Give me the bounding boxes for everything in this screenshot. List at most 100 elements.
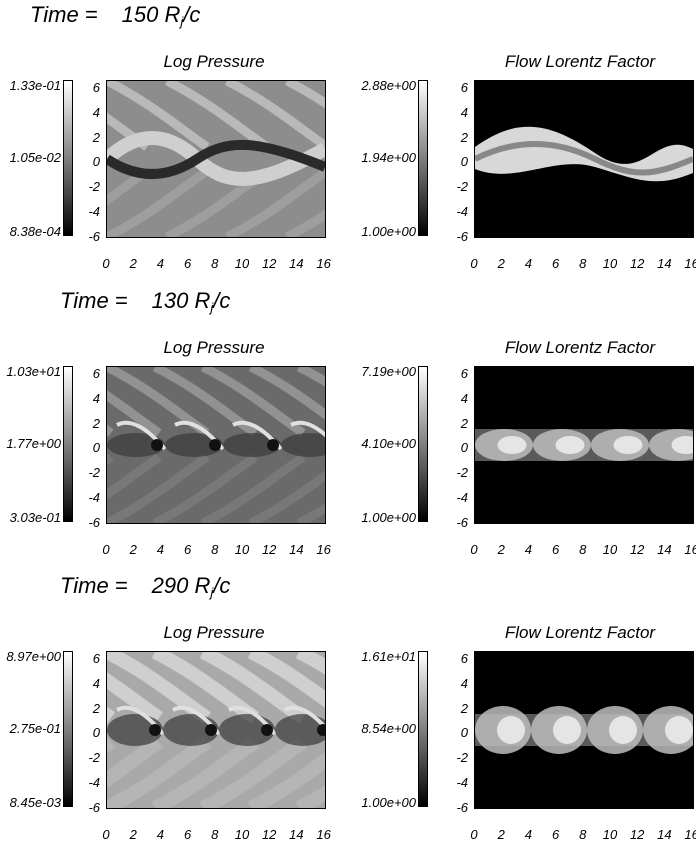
y-tick-label: 0 <box>460 440 468 456</box>
x-tick-label: 6 <box>183 542 192 557</box>
colorbar-mid-label: 4.10e+00 <box>361 436 416 451</box>
x-tick-label: 2 <box>497 542 505 557</box>
colorbar <box>418 651 428 807</box>
panel-title: Flow Lorentz Factor <box>504 623 656 642</box>
y-tick-label: 2 <box>92 415 100 431</box>
time-prefix: Time = <box>60 288 128 313</box>
y-tick-label: 4 <box>460 390 468 406</box>
y-tick-label: -2 <box>88 750 100 766</box>
y-tick-label: 4 <box>92 104 100 120</box>
y-tick-label: -6 <box>88 514 100 530</box>
x-tick-label: 4 <box>156 827 164 842</box>
x-tick-label: 16 <box>316 542 331 557</box>
y-tick-label: -6 <box>88 228 100 244</box>
x-tick-label: 2 <box>129 256 137 271</box>
x-tick-label: 0 <box>470 827 478 842</box>
log-pressure-panel: Log Pressure 1.03e+01 1.77e+00 3.03e-01 … <box>0 338 340 578</box>
colorbar <box>418 80 428 236</box>
y-tick-label: -4 <box>88 204 100 219</box>
time-value: 290 <box>151 573 189 598</box>
x-tick-label: 10 <box>234 827 250 842</box>
x-tick-label: 8 <box>211 827 219 842</box>
colorbar-min-label: 8.45e-03 <box>9 795 61 810</box>
y-tick-label: -4 <box>88 490 100 505</box>
y-tick-label: 6 <box>460 80 468 95</box>
y-tick-label: -6 <box>456 799 468 815</box>
y-tick-label: 4 <box>460 104 468 120</box>
lorentz-field-image <box>474 651 694 809</box>
y-tick-label: -2 <box>456 179 468 195</box>
x-tick-label: 0 <box>102 256 110 271</box>
colorbar <box>63 651 73 807</box>
x-tick-label: 14 <box>657 256 672 271</box>
y-tick-label: 0 <box>92 154 100 170</box>
colorbar-min-label: 1.00e+00 <box>361 510 416 525</box>
lorentz-factor-panel: Flow Lorentz Factor 7.19e+00 4.10e+00 1.… <box>354 338 696 578</box>
y-tick-label: 4 <box>460 675 468 691</box>
y-tick-label: -2 <box>456 750 468 766</box>
x-tick-label: 14 <box>289 542 304 557</box>
y-tick-label: 2 <box>460 129 468 145</box>
colorbar-mid-label: 1.94e+00 <box>361 150 416 165</box>
x-tick-label: 0 <box>470 256 478 271</box>
time-unit: Rj/c <box>194 288 231 315</box>
colorbar-min-label: 1.00e+00 <box>361 795 416 810</box>
x-tick-label: 4 <box>156 256 164 271</box>
time-label: Time = 150 Rj/c <box>30 2 200 29</box>
time-label: Time = 130 Rj/c <box>60 288 230 315</box>
y-tick-label: 2 <box>92 700 100 716</box>
x-tick-label: 14 <box>289 827 304 842</box>
colorbar-max-label: 1.03e+01 <box>6 364 61 379</box>
panel-title: Log Pressure <box>163 52 265 71</box>
y-tick-label: -4 <box>88 775 100 790</box>
x-tick-label: 4 <box>156 542 164 557</box>
x-tick-label: 6 <box>551 542 560 557</box>
log-pressure-panel: Log Pressure 8.97e+00 2.75e-01 8.45e-03 … <box>0 623 340 863</box>
x-tick-label: 12 <box>629 256 645 271</box>
y-tick-label: -4 <box>456 490 468 505</box>
x-tick-label: 16 <box>684 827 696 842</box>
x-tick-label: 12 <box>261 542 277 557</box>
panel-title: Log Pressure <box>163 623 265 642</box>
x-tick-label: 12 <box>629 542 645 557</box>
time-row: Time = 130 Rj/c Log Pressure 1.03e+01 1.7… <box>0 286 696 566</box>
x-tick-label: 4 <box>524 542 532 557</box>
y-tick-label: 2 <box>92 129 100 145</box>
x-tick-label: 6 <box>183 827 192 842</box>
x-tick-label: 8 <box>211 542 219 557</box>
colorbar-mid-label: 1.05e-02 <box>9 150 61 165</box>
x-tick-label: 16 <box>316 827 331 842</box>
pressure-field-image <box>106 651 326 809</box>
x-tick-label: 14 <box>289 256 304 271</box>
y-tick-label: 0 <box>92 725 100 741</box>
x-tick-label: 6 <box>551 256 560 271</box>
x-tick-label: 12 <box>629 827 645 842</box>
lorentz-field-image <box>474 366 694 524</box>
x-tick-label: 10 <box>602 256 618 271</box>
x-tick-label: 14 <box>657 542 672 557</box>
x-tick-label: 16 <box>684 542 696 557</box>
x-tick-label: 0 <box>470 542 478 557</box>
x-tick-label: 12 <box>261 827 277 842</box>
y-tick-label: 0 <box>460 725 468 741</box>
colorbar-mid-label: 2.75e-01 <box>9 721 61 736</box>
x-tick-label: 10 <box>602 542 618 557</box>
colorbar-min-label: 1.00e+00 <box>361 224 416 239</box>
time-row: Time = 150 Rj/c Log Pressure 1.33e-01 1.0… <box>0 0 696 280</box>
colorbar <box>63 366 73 522</box>
lorentz-field-image <box>474 80 694 238</box>
x-tick-label: 4 <box>524 827 532 842</box>
y-tick-label: 6 <box>92 651 100 666</box>
y-tick-label: 0 <box>460 154 468 170</box>
panel-title: Flow Lorentz Factor <box>504 52 656 71</box>
x-tick-label: 12 <box>261 256 277 271</box>
colorbar-max-label: 1.61e+01 <box>361 649 416 664</box>
y-tick-label: -2 <box>456 465 468 481</box>
x-tick-label: 2 <box>497 827 505 842</box>
x-tick-label: 8 <box>579 542 587 557</box>
x-tick-label: 2 <box>497 256 505 271</box>
x-tick-label: 8 <box>579 256 587 271</box>
y-tick-label: -6 <box>456 514 468 530</box>
y-tick-label: 6 <box>460 366 468 381</box>
x-tick-label: 0 <box>102 827 110 842</box>
